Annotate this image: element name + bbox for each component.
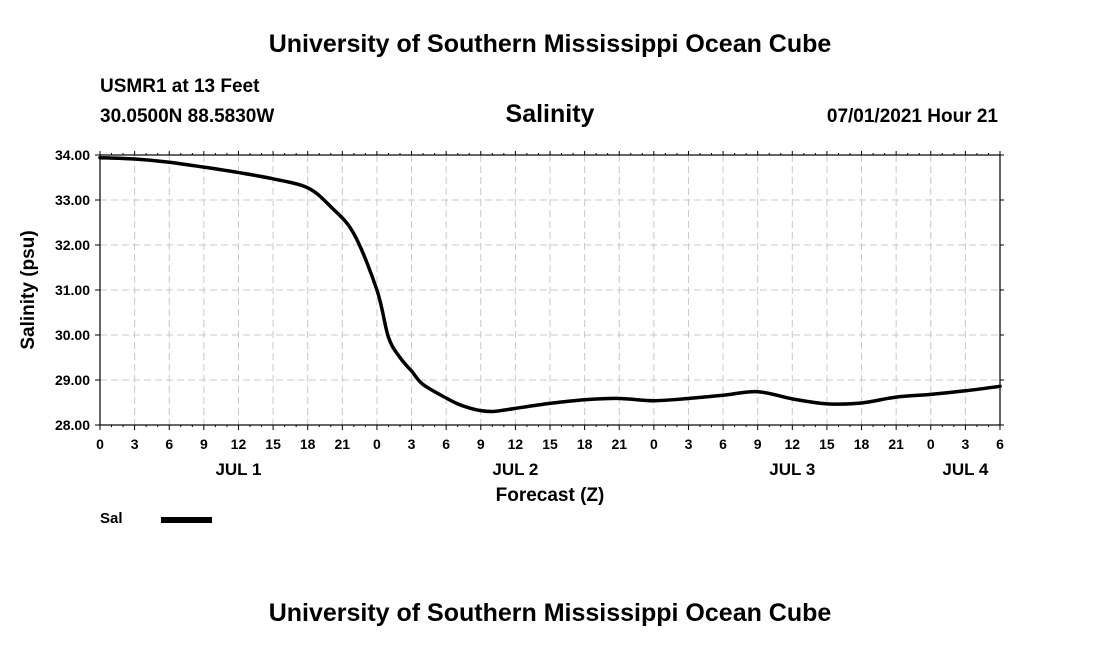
legend-label: Sal xyxy=(100,510,123,527)
variable-title: Salinity xyxy=(505,100,595,128)
x-tick-label: 21 xyxy=(611,436,627,452)
x-tick-label: 6 xyxy=(996,436,1004,452)
x-tick-label: 15 xyxy=(265,436,281,452)
x-tick-label: 0 xyxy=(927,436,935,452)
tick-layer xyxy=(95,151,1004,430)
y-tick-label: 29.00 xyxy=(55,372,90,388)
x-tick-label: 0 xyxy=(373,436,381,452)
x-tick-label: 18 xyxy=(300,436,316,452)
date-label: JUL 1 xyxy=(215,460,261,479)
x-tick-label: 9 xyxy=(477,436,485,452)
x-tick-label: 3 xyxy=(408,436,416,452)
x-tick-label: 21 xyxy=(888,436,904,452)
x-tick-label: 15 xyxy=(819,436,835,452)
y-tick-label: 34.00 xyxy=(55,147,90,163)
series-layer xyxy=(98,155,1002,414)
x-tick-label: 0 xyxy=(96,436,104,452)
legend-swatch xyxy=(161,517,212,523)
date-label: JUL 4 xyxy=(942,460,989,479)
x-tick-label: 6 xyxy=(442,436,450,452)
y-tick-label: 33.00 xyxy=(55,192,90,208)
chart-title-bottom: University of Southern Mississippi Ocean… xyxy=(268,599,832,627)
date-label: JUL 2 xyxy=(492,460,538,479)
chart-title-top: University of Southern Mississippi Ocean… xyxy=(268,30,832,58)
x-tick-label: 12 xyxy=(508,436,524,452)
x-tick-label: 18 xyxy=(854,436,870,452)
y-tick-label: 32.00 xyxy=(55,237,90,253)
y-axis-title: Salinity (psu) xyxy=(18,230,39,349)
y-tick-label: 28.00 xyxy=(55,417,90,433)
label-layer: 0 3 6 9 12 15 18 21 0 3 6 9 12 15 18 21 0 3 6 9 12 15 18 21 0 3 6 2… xyxy=(18,147,1004,506)
station-label: USMR1 at 13 Feet xyxy=(100,76,260,97)
grid-layer xyxy=(100,155,1000,425)
x-tick-label: 15 xyxy=(542,436,558,452)
x-tick-label: 21 xyxy=(335,436,351,452)
station-coordinates: 30.0500N 88.5830W xyxy=(100,106,275,127)
x-tick-label: 3 xyxy=(685,436,693,452)
date-label: JUL 3 xyxy=(769,460,815,479)
x-tick-label: 3 xyxy=(961,436,969,452)
x-tick-label: 6 xyxy=(165,436,173,452)
x-tick-label: 12 xyxy=(785,436,801,452)
y-tick-label: 31.00 xyxy=(55,282,90,298)
x-tick-label: 3 xyxy=(131,436,139,452)
forecast-datestamp: 07/01/2021 Hour 21 xyxy=(826,106,998,127)
y-tick-label: 30.00 xyxy=(55,327,90,343)
x-tick-label: 9 xyxy=(754,436,762,452)
x-tick-label: 0 xyxy=(650,436,658,452)
x-tick-label: 12 xyxy=(231,436,247,452)
series-line-sal xyxy=(98,155,1002,414)
x-tick-label: 9 xyxy=(200,436,208,452)
x-tick-label: 18 xyxy=(577,436,593,452)
x-axis-title: Forecast (Z) xyxy=(496,485,605,506)
x-tick-label: 6 xyxy=(719,436,727,452)
